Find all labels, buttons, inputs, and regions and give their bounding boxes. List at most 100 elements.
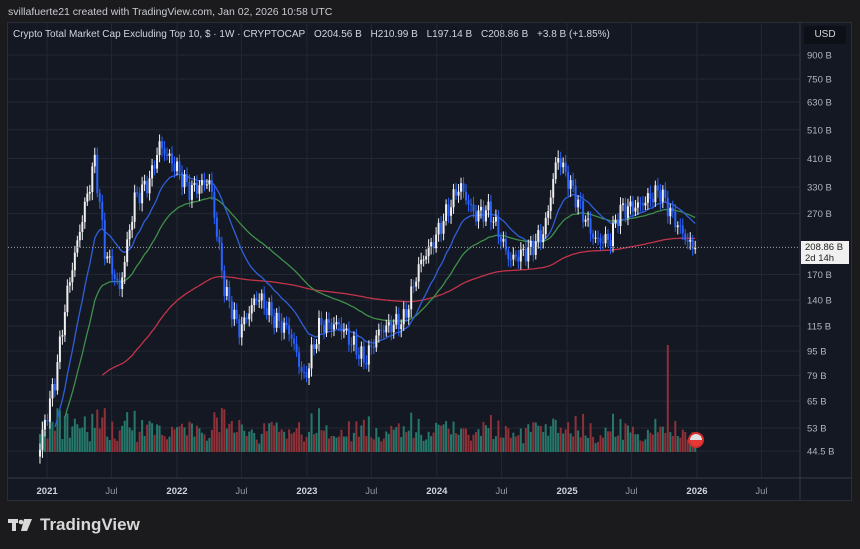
volume-bar [195,425,198,452]
volume-bar [507,428,510,452]
volume-bar [280,429,283,452]
volume-bar [407,430,410,452]
candle-body [148,178,151,194]
volume-bar [460,428,463,452]
volume-bar [604,427,607,452]
volume-bar [143,435,146,452]
candle-body [442,221,445,234]
candle-body [313,344,316,349]
volume-bar [681,429,684,452]
volume-bar [614,436,617,452]
volume-bar [225,428,228,452]
tradingview-logo[interactable]: TradingView [8,515,140,535]
volume-bar [367,416,370,452]
volume-bar [462,428,465,452]
volume-bar [76,424,79,452]
candle-body [81,222,84,232]
volume-bar [240,424,243,452]
volume-bar [445,421,448,452]
volume-bar [564,429,567,452]
candle-body [235,309,238,320]
candle-body [48,398,51,422]
volume-bar [559,427,562,452]
volume-bar [83,416,86,452]
candle-body [41,429,44,450]
volume-bar [320,430,323,452]
currency-button[interactable]: USD [804,26,846,44]
volume-bar [469,440,472,452]
volume-bar [634,434,637,452]
candle-body [415,281,418,287]
x-tick-label: Jul [105,486,117,497]
volume-bar [347,421,350,452]
volume-bar [295,428,298,452]
candle-body [303,371,306,373]
volume-bar [325,425,328,452]
us-flag-icon[interactable] [688,432,704,448]
volume-bar [111,421,114,452]
candle-body [664,189,667,198]
candle-body [101,201,104,220]
volume-bar [53,430,56,452]
volume-bar [467,434,470,452]
candle-body [507,250,510,260]
candle-body [198,185,201,194]
volume-bar [357,436,360,452]
candle-body [405,309,408,318]
volume-bar [380,441,383,452]
candle-body [621,203,624,205]
y-tick-label: 330 B [807,183,832,194]
candle-body [499,236,502,242]
candle-body [417,264,420,282]
volume-bar [602,437,605,452]
volume-bar [330,435,333,452]
volume-bar [422,440,425,452]
candle-body [156,155,159,169]
tradingview-logo-icon [8,519,32,531]
last-price-value: 208.86 B [805,242,844,253]
candle-body [407,309,410,318]
candle-body [185,174,188,182]
candle-body [425,256,428,260]
candle-body [639,202,642,204]
candle-body [594,237,597,239]
candle-body [654,185,657,203]
candle-body [176,161,178,172]
x-tick-label: 2024 [426,486,448,497]
volume-bar [268,423,271,452]
candle-body [138,193,141,204]
candle-body [420,259,423,265]
candle-body [437,222,440,235]
candle-body [440,222,443,234]
volume-bar [489,415,492,452]
candle-body [641,203,644,206]
volume-bar [161,434,164,452]
candle-body [342,330,345,332]
candle-body [395,313,398,325]
volume-bar [303,441,306,452]
candle-body [644,202,647,206]
volume-bar [166,439,169,452]
candle-body [123,262,126,278]
candle-body [554,162,557,180]
volume-bar [365,436,368,452]
volume-bar [213,412,216,452]
volume-bar [278,431,281,452]
candle-body [684,233,687,241]
candle-body [283,322,286,333]
candle-body [402,309,405,325]
candle-body [517,256,520,262]
volume-bar [156,424,159,452]
symbol-title[interactable]: Crypto Total Market Cap Excluding Top 10… [13,29,306,40]
candle-body [562,162,565,168]
candle-body [250,305,253,314]
volume-bar [465,428,468,452]
volume-bar [270,421,273,452]
candle-body [390,321,393,333]
ohlc-close: C208.86 B [480,29,529,40]
volume-bar [372,439,375,452]
candle-body [121,277,124,289]
candle-body [679,225,682,227]
y-tick-label: 410 B [807,154,832,165]
